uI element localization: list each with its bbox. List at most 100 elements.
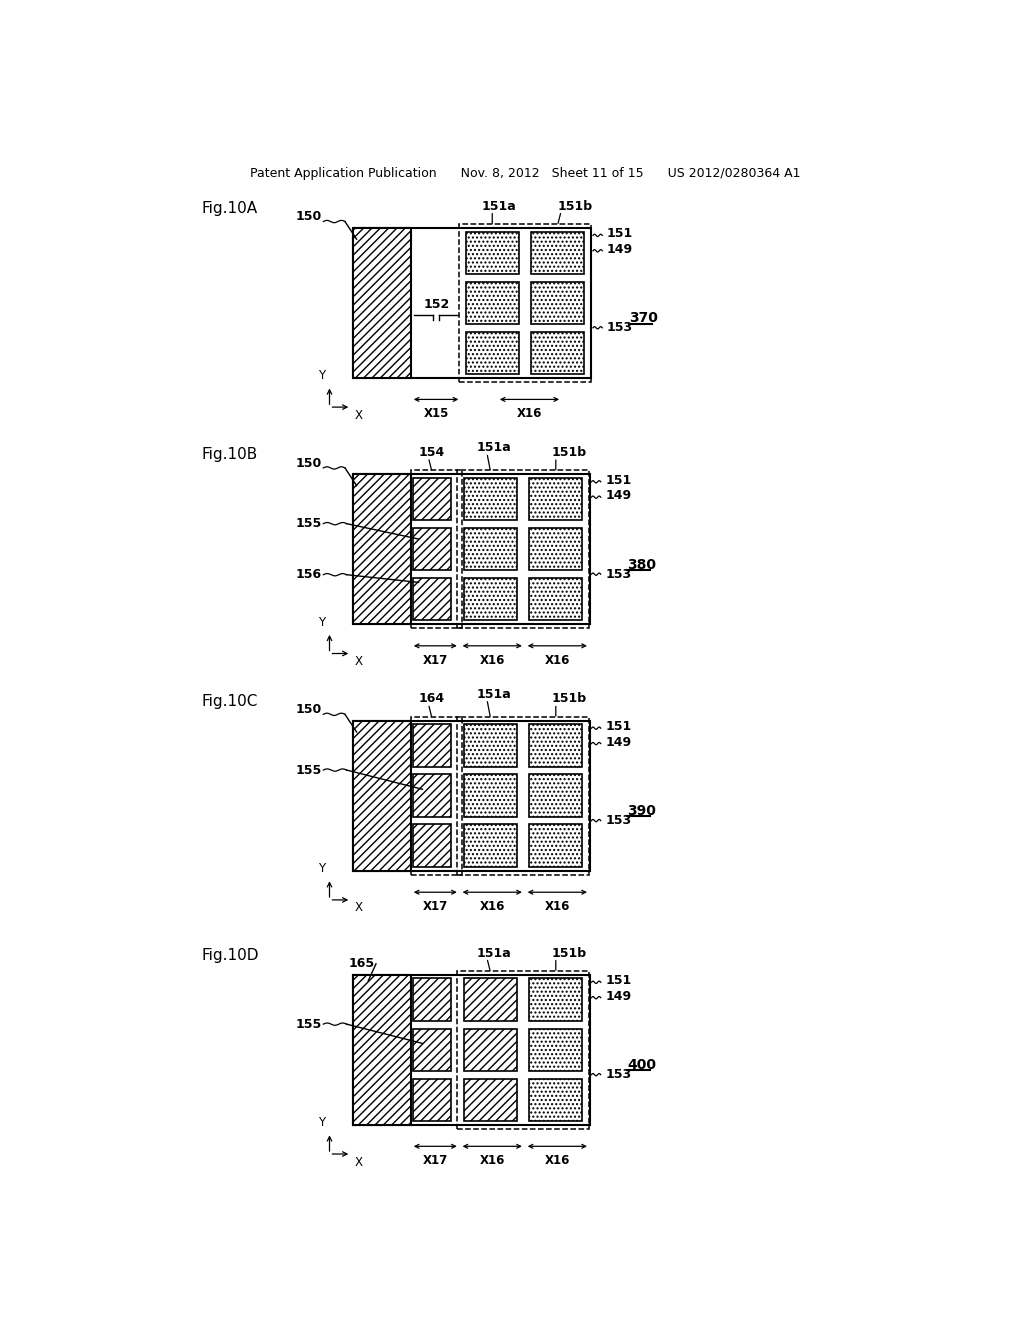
Text: X16: X16 <box>479 1154 505 1167</box>
Bar <box>414 978 452 1020</box>
Text: Fig.10A: Fig.10A <box>202 201 258 216</box>
Bar <box>458 970 589 1129</box>
Text: 149: 149 <box>605 735 632 748</box>
Text: Fig.10D: Fig.10D <box>202 948 259 962</box>
Bar <box>352 228 411 378</box>
Text: 151: 151 <box>605 474 632 487</box>
Text: 151a: 151a <box>477 441 512 454</box>
Text: X16: X16 <box>545 1154 570 1167</box>
Text: 154: 154 <box>418 446 444 459</box>
Text: X17: X17 <box>423 653 447 667</box>
Bar <box>464 725 517 767</box>
Text: Y: Y <box>317 370 325 383</box>
Bar <box>352 974 411 1125</box>
Bar <box>529 775 583 817</box>
Text: 149: 149 <box>605 490 632 502</box>
Text: 150: 150 <box>296 457 322 470</box>
Bar <box>352 228 592 378</box>
Text: X: X <box>354 409 362 421</box>
Text: 151: 151 <box>605 974 632 987</box>
Bar <box>529 725 583 767</box>
Text: 165: 165 <box>349 957 375 970</box>
Bar <box>352 721 411 871</box>
Text: 151b: 151b <box>557 199 593 213</box>
Text: 150: 150 <box>296 210 322 223</box>
Text: 151b: 151b <box>552 946 587 960</box>
Text: Patent Application Publication      Nov. 8, 2012   Sheet 11 of 15      US 2012/0: Patent Application Publication Nov. 8, 2… <box>250 168 800 181</box>
Bar <box>531 331 584 374</box>
Text: 153: 153 <box>605 568 632 581</box>
Text: X16: X16 <box>545 653 570 667</box>
Text: 149: 149 <box>605 990 632 1003</box>
Bar <box>466 231 518 275</box>
Text: 155: 155 <box>296 1018 322 1031</box>
Bar <box>411 717 462 875</box>
Text: Y: Y <box>317 1117 325 1130</box>
Text: 153: 153 <box>607 321 633 334</box>
Bar <box>352 974 590 1125</box>
Text: 370: 370 <box>629 312 657 325</box>
Bar <box>414 528 452 570</box>
Bar <box>459 224 591 381</box>
Bar <box>529 978 583 1020</box>
Text: 151b: 151b <box>552 446 587 459</box>
Text: 153: 153 <box>605 814 632 828</box>
Text: 151: 151 <box>605 721 632 733</box>
Text: 156: 156 <box>296 568 322 581</box>
Text: 151a: 151a <box>481 199 516 213</box>
Text: 152: 152 <box>424 298 450 312</box>
Text: 390: 390 <box>627 804 656 818</box>
Text: Fig.10B: Fig.10B <box>202 447 258 462</box>
Text: X15: X15 <box>423 407 449 420</box>
Bar <box>458 470 589 628</box>
Bar <box>464 1028 517 1071</box>
Bar <box>414 478 452 520</box>
Bar <box>531 281 584 323</box>
Bar <box>414 1078 452 1121</box>
Text: X16: X16 <box>517 407 542 420</box>
Text: X16: X16 <box>545 900 570 913</box>
Text: 151: 151 <box>607 227 633 240</box>
Text: 155: 155 <box>296 763 322 776</box>
Text: X17: X17 <box>423 1154 447 1167</box>
Bar <box>464 775 517 817</box>
Text: Fig.10C: Fig.10C <box>202 694 258 709</box>
Text: 155: 155 <box>296 517 322 531</box>
Bar <box>529 1028 583 1071</box>
Bar <box>411 470 462 628</box>
Bar <box>464 478 517 520</box>
Text: X16: X16 <box>479 653 505 667</box>
Bar <box>414 775 452 817</box>
Text: X: X <box>354 1155 362 1168</box>
Bar <box>464 825 517 867</box>
Text: 150: 150 <box>296 704 322 717</box>
Text: 400: 400 <box>627 1059 656 1072</box>
Text: 149: 149 <box>607 243 633 256</box>
Text: X17: X17 <box>423 900 447 913</box>
Text: Y: Y <box>317 616 325 628</box>
Bar <box>458 717 589 875</box>
Bar <box>352 474 411 624</box>
Text: X: X <box>354 902 362 915</box>
Text: Y: Y <box>317 862 325 875</box>
Bar <box>529 528 583 570</box>
Bar <box>529 1078 583 1121</box>
Text: 151b: 151b <box>552 693 587 705</box>
Bar <box>529 578 583 620</box>
Bar <box>464 978 517 1020</box>
Bar <box>531 231 584 275</box>
Text: 164: 164 <box>418 693 444 705</box>
Bar <box>414 578 452 620</box>
Bar <box>464 528 517 570</box>
Text: X16: X16 <box>479 900 505 913</box>
Bar <box>529 478 583 520</box>
Text: 380: 380 <box>627 557 656 572</box>
Text: 151a: 151a <box>477 946 512 960</box>
Text: X: X <box>354 655 362 668</box>
Bar <box>352 474 590 624</box>
Bar <box>352 721 590 871</box>
Bar <box>529 825 583 867</box>
Bar <box>464 1078 517 1121</box>
Bar <box>466 331 518 374</box>
Text: 151a: 151a <box>477 688 512 701</box>
